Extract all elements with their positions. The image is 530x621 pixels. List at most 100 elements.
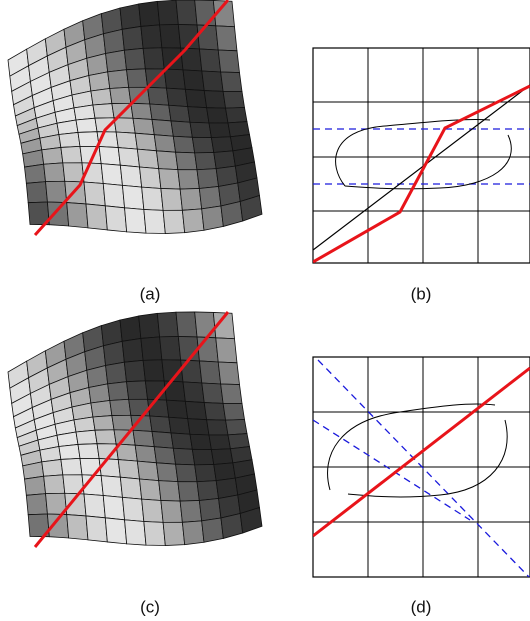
frame bbox=[313, 48, 530, 263]
mesh-cell bbox=[141, 25, 162, 48]
mesh-cell bbox=[218, 50, 239, 73]
mesh-cell bbox=[99, 459, 120, 478]
mesh-cell bbox=[108, 70, 129, 89]
mesh-cell bbox=[166, 88, 187, 106]
mesh-cell bbox=[120, 316, 141, 341]
mesh-cell bbox=[91, 88, 112, 105]
mesh-cell bbox=[199, 498, 221, 520]
mesh-cell bbox=[105, 518, 126, 544]
surface-c bbox=[8, 312, 262, 547]
mesh-cell bbox=[156, 463, 177, 482]
mesh-cell bbox=[183, 70, 204, 91]
mesh-cell bbox=[176, 152, 197, 170]
panel-label: (d) bbox=[411, 597, 432, 616]
mesh-cell bbox=[195, 153, 217, 170]
mesh-cell bbox=[152, 431, 173, 448]
mesh-cell bbox=[197, 169, 219, 189]
mesh-cell bbox=[209, 123, 230, 138]
mesh-cell bbox=[197, 481, 219, 501]
mesh-cell bbox=[93, 104, 114, 119]
mesh-cell bbox=[26, 494, 47, 515]
mesh-cell bbox=[78, 132, 99, 147]
mesh-cell bbox=[116, 132, 137, 149]
mesh-cell bbox=[139, 313, 160, 338]
mesh-cell bbox=[122, 185, 143, 209]
mesh-cell bbox=[122, 497, 143, 521]
mesh-cell bbox=[173, 448, 194, 465]
mesh-cell bbox=[183, 382, 204, 403]
mesh-cell bbox=[137, 461, 158, 480]
mesh-cell bbox=[171, 433, 192, 449]
mesh-cell bbox=[80, 458, 101, 475]
mesh-cell bbox=[150, 104, 171, 121]
mesh-cell bbox=[166, 400, 187, 418]
mesh-cell bbox=[106, 362, 127, 384]
mesh-cell bbox=[101, 476, 122, 498]
mesh-cell bbox=[221, 72, 242, 91]
mesh-cell bbox=[176, 464, 197, 482]
mesh-cell bbox=[163, 522, 185, 545]
mesh-cell bbox=[148, 87, 169, 105]
surface-a bbox=[8, 0, 262, 235]
mesh-cell bbox=[108, 382, 129, 401]
mesh-cell bbox=[176, 312, 197, 337]
mesh-cell bbox=[228, 122, 250, 137]
mesh-cell bbox=[67, 515, 88, 540]
mesh-cell bbox=[216, 338, 237, 363]
mesh-cell bbox=[59, 132, 80, 147]
mesh-cell bbox=[133, 118, 154, 134]
mesh-cell bbox=[74, 417, 95, 432]
mesh-cell bbox=[173, 136, 194, 153]
mesh-cell bbox=[211, 449, 233, 465]
panel-label: (a) bbox=[140, 284, 161, 303]
mesh-cell bbox=[76, 118, 97, 132]
mesh-cell bbox=[204, 403, 225, 421]
panel-label: (c) bbox=[140, 597, 160, 616]
mesh-cell bbox=[120, 477, 141, 499]
mesh-cell bbox=[122, 26, 143, 50]
mesh-cell bbox=[226, 420, 247, 435]
mesh-cell bbox=[185, 89, 206, 107]
mesh-cell bbox=[207, 108, 228, 123]
mesh-cell bbox=[47, 202, 68, 226]
mesh-cell bbox=[163, 210, 185, 233]
mesh-cell bbox=[223, 91, 244, 108]
mesh-cell bbox=[135, 445, 156, 463]
mesh-cell bbox=[142, 187, 163, 210]
mesh-cell bbox=[44, 475, 65, 494]
mesh-cell bbox=[42, 459, 63, 476]
mesh-cell bbox=[185, 401, 206, 419]
mesh-cell bbox=[59, 444, 80, 459]
figure: (a) (b) (c) (d) bbox=[0, 0, 530, 621]
mesh-cell bbox=[78, 444, 99, 459]
mesh-cell bbox=[125, 520, 146, 545]
mesh-cell bbox=[46, 181, 67, 202]
mesh-cell bbox=[110, 399, 131, 415]
mesh-cell bbox=[93, 416, 114, 431]
mesh-cell bbox=[161, 501, 183, 523]
mesh-cell bbox=[157, 0, 178, 25]
panel-d bbox=[313, 300, 530, 578]
mesh-cell bbox=[140, 479, 161, 501]
mesh-cell bbox=[143, 48, 164, 69]
mesh-cell bbox=[95, 430, 116, 444]
mesh-cell bbox=[99, 147, 120, 166]
mesh-cell bbox=[197, 337, 218, 362]
mesh-cell bbox=[118, 460, 139, 479]
mesh-cell bbox=[214, 463, 236, 481]
mesh-cell bbox=[129, 399, 150, 416]
mesh-cell bbox=[176, 0, 197, 25]
mesh-cell bbox=[127, 381, 148, 400]
mesh-cell bbox=[25, 476, 46, 495]
mesh-cell bbox=[124, 360, 145, 381]
mesh-cell bbox=[152, 119, 173, 136]
mesh-cell bbox=[182, 209, 204, 233]
mesh-cell bbox=[202, 383, 223, 403]
mesh-cell bbox=[118, 148, 139, 167]
mesh-cell bbox=[195, 312, 216, 338]
mesh-cell bbox=[143, 360, 164, 381]
mesh-cell bbox=[202, 71, 223, 91]
mesh-cell bbox=[223, 403, 244, 420]
panel-b-lines bbox=[313, 85, 530, 262]
mesh-cell bbox=[137, 149, 158, 168]
